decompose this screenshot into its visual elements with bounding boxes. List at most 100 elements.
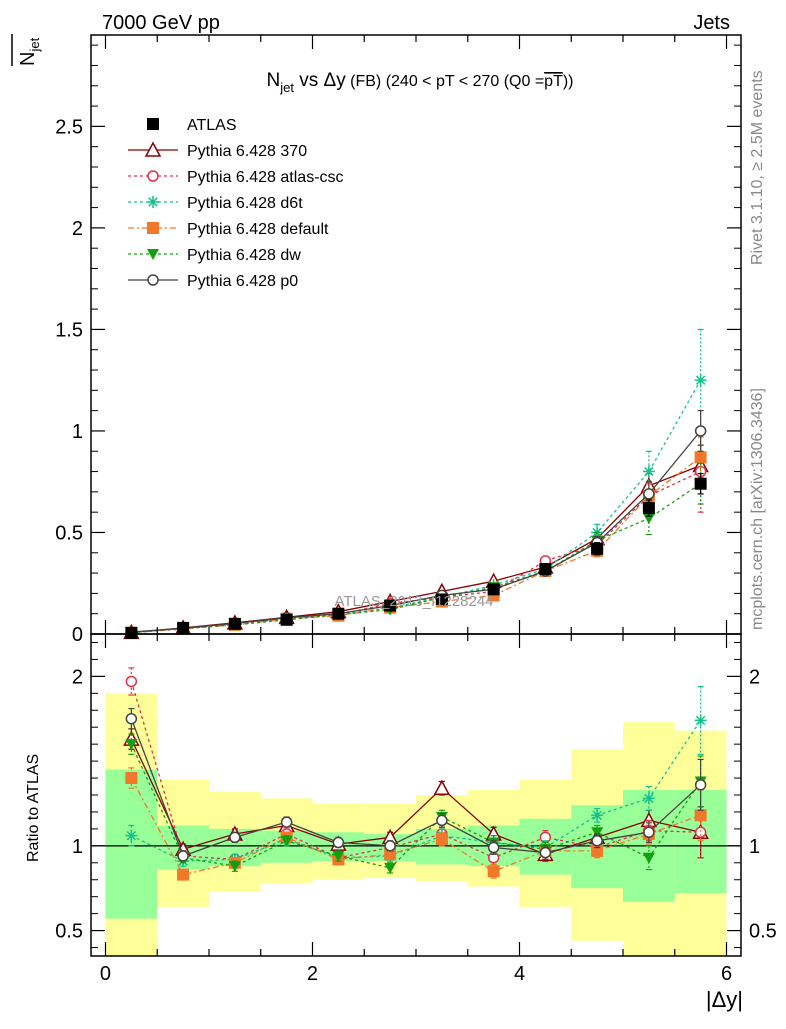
ratio-line-pythia-6-428-p0 bbox=[130, 718, 702, 857]
ratio-point bbox=[125, 675, 138, 688]
ratio-xtick-label: 4 bbox=[514, 963, 525, 985]
ratio-point bbox=[384, 840, 396, 852]
ratio-point bbox=[591, 827, 604, 839]
upper-ylabel-main: N bbox=[17, 52, 39, 66]
ratio-point bbox=[642, 852, 655, 864]
upper-point bbox=[384, 599, 397, 612]
legend-item-atlas: ATLAS bbox=[147, 117, 237, 134]
ratio-point bbox=[643, 826, 655, 839]
ratio-point bbox=[177, 868, 190, 881]
ratio-ytick-label: 2 bbox=[72, 666, 83, 688]
legend-label: Pythia 6.428 d6t bbox=[187, 195, 303, 212]
upper-point bbox=[435, 593, 448, 606]
ratio-data-layer bbox=[123, 667, 709, 881]
ratio-point bbox=[384, 862, 397, 874]
upper-ytick-label: 0.5 bbox=[55, 522, 83, 544]
upper-series-pythia-6-428-dw bbox=[125, 462, 707, 639]
xlabel: |Δy| bbox=[706, 987, 743, 1012]
ratio-point bbox=[591, 835, 603, 847]
upper-point bbox=[694, 425, 707, 437]
title-main: N bbox=[266, 70, 280, 91]
legend-item-pythia-6-428-d6t: Pythia 6.428 d6t bbox=[128, 195, 303, 212]
ratio-plot-panel: 0.5 0.5 1 1 2 2 0 2 4 6 bbox=[55, 633, 777, 985]
upper-point bbox=[694, 374, 707, 387]
ratio-line-pythia-6-428-370 bbox=[130, 738, 701, 855]
legend-marker bbox=[147, 222, 159, 234]
title-sub: jet bbox=[279, 80, 294, 95]
legend-marker bbox=[147, 118, 159, 130]
legend-marker bbox=[147, 274, 159, 286]
ratio-point bbox=[280, 835, 293, 847]
upper-line-pythia-6-428-p0 bbox=[131, 430, 702, 633]
upper-title: Njet vs Δy (FB) (240 < pT < 270 (Q0 =pT)… bbox=[266, 70, 573, 95]
upper-point bbox=[591, 542, 604, 555]
upper-point bbox=[642, 465, 655, 478]
ratio-point bbox=[435, 833, 448, 846]
ratio-line-pythia-6-428-dw bbox=[130, 743, 702, 869]
ratio-series-pythia-6-428-p0 bbox=[125, 707, 707, 862]
ratio-xtick-label: 0 bbox=[100, 963, 111, 985]
ratio-frame bbox=[90, 633, 742, 957]
upper-point bbox=[539, 563, 552, 576]
ratio-ytick-label-right: 1 bbox=[749, 836, 760, 858]
header-left-label: 7000 GeV pp bbox=[102, 12, 220, 34]
ratio-line-pythia-6-428-default bbox=[130, 777, 701, 876]
upper-ylabel-text: Njet bbox=[17, 37, 42, 66]
legend-item-pythia-6-428-atlas-csc: Pythia 6.428 atlas-csc bbox=[128, 169, 344, 186]
upper-point bbox=[177, 621, 190, 634]
title-extra: (FB) (240 < pT < 270 (Q0 = bbox=[346, 73, 544, 90]
ratio-point bbox=[591, 809, 604, 822]
legend-marker bbox=[147, 249, 159, 260]
legend-label: Pythia 6.428 dw bbox=[187, 247, 301, 264]
ratio-ytick-label: 1 bbox=[72, 836, 83, 858]
upper-ticks: 0 0.5 1 1.5 2 2.5 bbox=[55, 35, 741, 646]
legend-label: ATLAS bbox=[187, 117, 237, 134]
side-label-top: Rivet 3.1.10, ≥ 2.5M events bbox=[749, 70, 766, 265]
ratio-point bbox=[433, 779, 451, 795]
ratio-point bbox=[487, 841, 500, 854]
watermark: ATLAS_2013_I1228244 bbox=[334, 593, 493, 610]
ratio-point bbox=[487, 865, 500, 878]
ratio-point bbox=[694, 779, 707, 791]
upper-point bbox=[694, 451, 707, 464]
ratio-point bbox=[229, 831, 241, 844]
side-label-bottom: mcplots.cern.ch [arXiv:1306.3436] bbox=[749, 388, 766, 630]
ratio-ytick-label-right: 2 bbox=[749, 666, 760, 688]
upper-ylabel-sub: jet bbox=[27, 37, 42, 52]
ratio-line-pythia-6-428-atlas-csc bbox=[130, 681, 701, 861]
ratio-point bbox=[125, 739, 138, 751]
legend-item-pythia-6-428-370: Pythia 6.428 370 bbox=[128, 141, 307, 160]
ratio-xtick-label: 6 bbox=[721, 963, 732, 985]
header-right-label: Jets bbox=[693, 12, 730, 34]
upper-series-atlas bbox=[125, 472, 707, 639]
legend-marker bbox=[144, 141, 162, 157]
title-end: )) bbox=[563, 73, 574, 90]
upper-ytick-label: 2 bbox=[72, 218, 83, 240]
ratio-point bbox=[694, 714, 707, 727]
upper-data-layer bbox=[123, 328, 709, 640]
legend-label: Pythia 6.428 370 bbox=[187, 143, 307, 160]
ratio-xtick-label: 2 bbox=[307, 963, 318, 985]
upper-point bbox=[125, 626, 138, 639]
legend-marker bbox=[147, 196, 159, 208]
ratio-point bbox=[125, 772, 138, 785]
upper-ytick-label: 0 bbox=[72, 624, 83, 646]
upper-point bbox=[228, 617, 241, 630]
legend-item-pythia-6-428-default: Pythia 6.428 default bbox=[128, 221, 329, 238]
ratio-ytick-label-right: 0.5 bbox=[749, 921, 777, 943]
legend: ATLAS Pythia 6.428 370 Pythia 6.428 atlas-… bbox=[128, 117, 344, 290]
title-vs: vs Δy bbox=[294, 70, 346, 91]
ratio-point bbox=[125, 829, 138, 842]
ratio-ylabel: Ratio to ATLAS bbox=[25, 754, 42, 862]
upper-ytick-label: 1 bbox=[72, 421, 83, 443]
ratio-point bbox=[642, 792, 655, 805]
upper-point bbox=[280, 613, 293, 626]
ratio-ytick-label: 0.5 bbox=[55, 921, 83, 943]
ratio-point bbox=[332, 851, 345, 863]
legend-marker bbox=[147, 170, 159, 182]
upper-point bbox=[642, 502, 655, 515]
legend-item-pythia-6-428-dw: Pythia 6.428 dw bbox=[128, 247, 301, 264]
ratio-ticks: 0.5 0.5 1 1 2 2 0 2 4 6 bbox=[55, 634, 777, 985]
